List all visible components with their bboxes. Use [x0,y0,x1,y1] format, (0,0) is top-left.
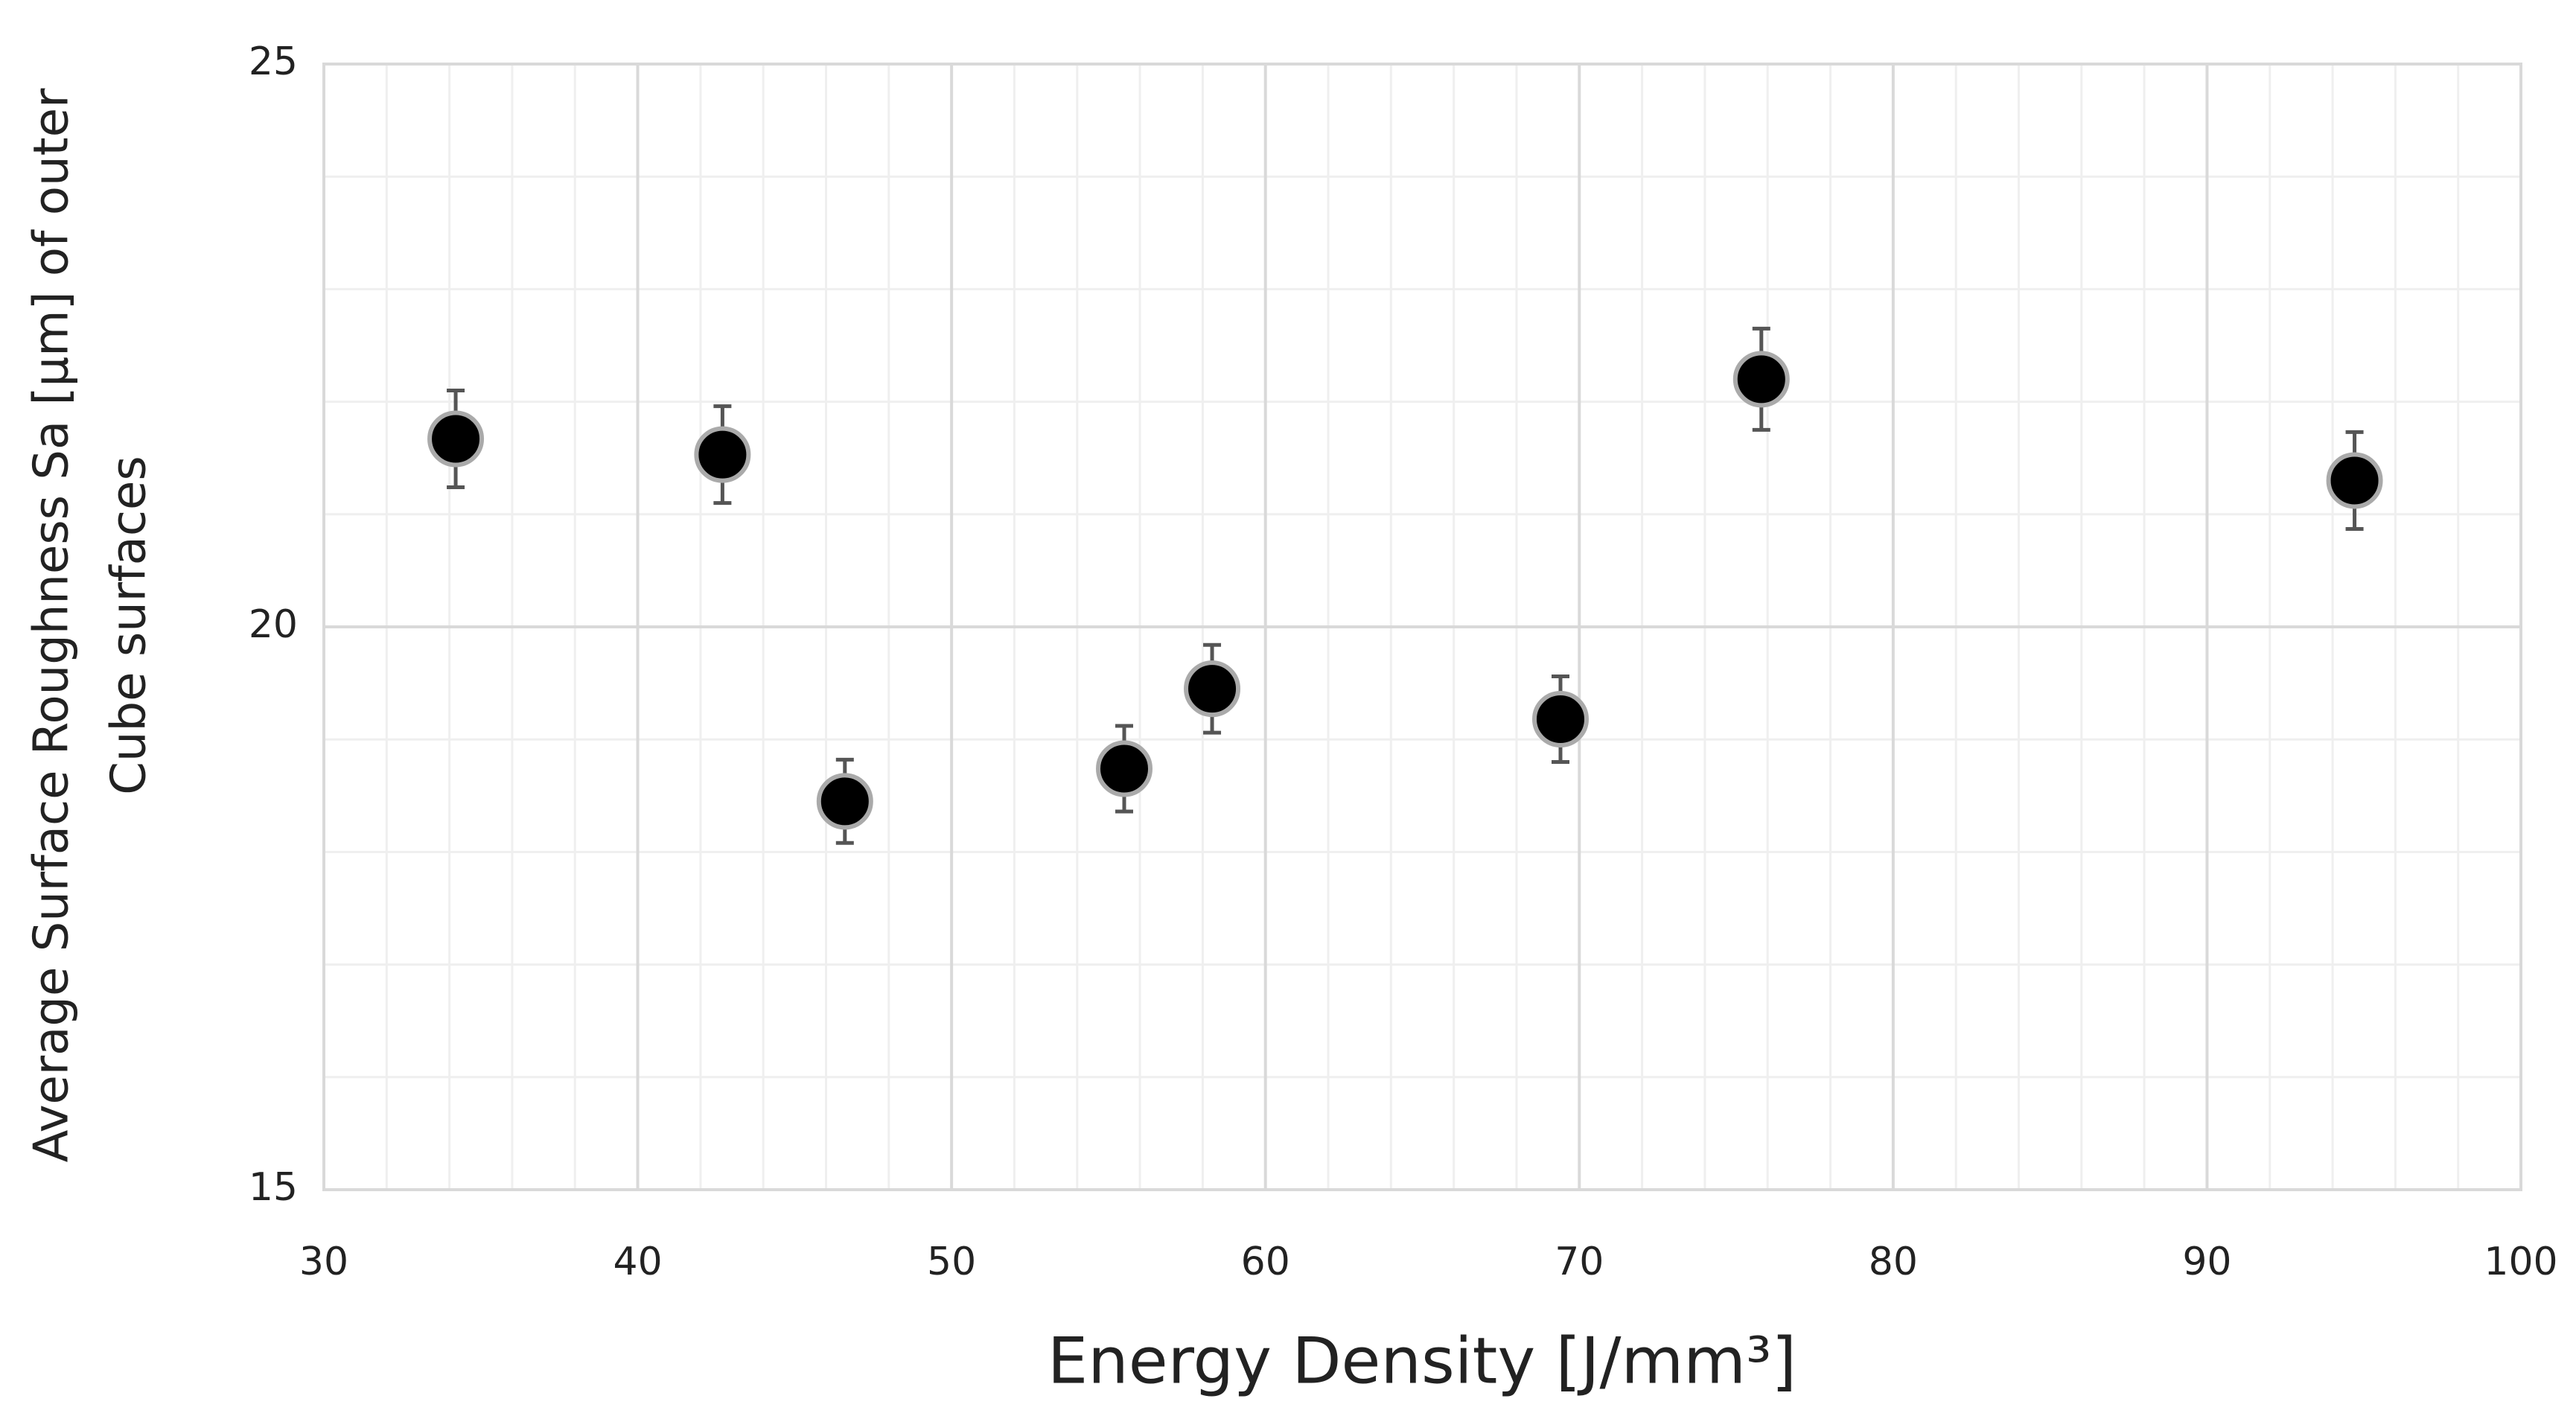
marker [427,410,485,468]
marker [1732,351,1790,408]
x-tick-label: 30 [299,1240,348,1284]
plot-frame [322,63,2522,1191]
x-tick-label: 80 [1869,1240,1918,1284]
x-tick-label: 70 [1555,1240,1604,1284]
y-tick-label: 15 [249,1165,298,1210]
y-axis-title: Average Surface Roughness Sa [µm] of out… [25,88,80,1163]
y-axis-title: Cube surfaces [102,456,157,794]
marker [2326,452,2383,509]
x-tick-label: 50 [927,1240,976,1284]
x-axis-title: Energy Density [J/mm³] [1048,1324,1796,1398]
x-tick-label: 60 [1241,1240,1290,1284]
marker [694,426,751,483]
marker [1531,690,1589,747]
x-tick-label: 90 [2182,1240,2231,1284]
x-tick-label: 40 [613,1240,662,1284]
y-tick-label: 20 [249,602,298,647]
y-tick-label: 25 [249,39,298,84]
x-tick-label: 100 [2484,1240,2557,1284]
marker [1184,660,1241,718]
marker [816,773,873,830]
marker [1096,740,1153,797]
